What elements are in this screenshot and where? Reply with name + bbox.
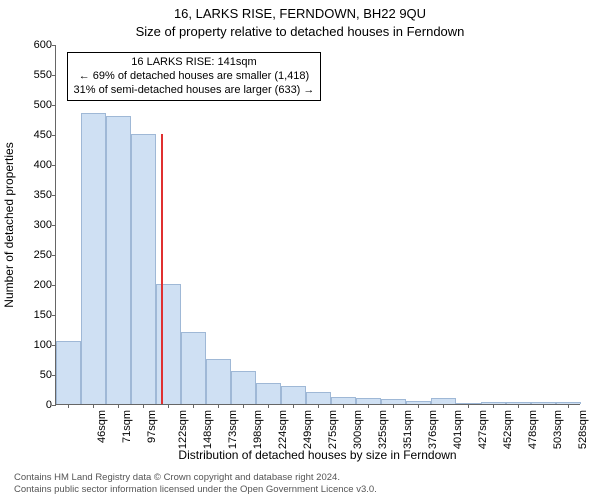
x-tick-label: 97sqm	[146, 410, 158, 443]
x-tick-label: 427sqm	[477, 410, 489, 449]
x-tick-mark	[418, 404, 419, 408]
y-tick-label: 450	[34, 129, 52, 141]
y-tick-mark	[52, 105, 56, 106]
x-tick-label: 401sqm	[452, 410, 464, 449]
histogram-bar	[56, 341, 81, 404]
x-tick-label: 528sqm	[577, 410, 589, 449]
x-tick-label: 173sqm	[227, 410, 239, 449]
y-tick-mark	[52, 405, 56, 406]
x-tick-mark	[118, 404, 119, 408]
footer-line-2: Contains public sector information licen…	[14, 484, 377, 496]
x-tick-label: 224sqm	[277, 410, 289, 449]
x-tick-mark	[568, 404, 569, 408]
x-tick-mark	[468, 404, 469, 408]
x-tick-mark	[218, 404, 219, 408]
address-title: 16, LARKS RISE, FERNDOWN, BH22 9QU	[0, 6, 600, 21]
histogram-bar	[131, 134, 156, 404]
histogram-bar	[206, 359, 231, 404]
x-axis-label: Distribution of detached houses by size …	[55, 448, 580, 462]
y-axis-label: Number of detached properties	[2, 45, 18, 405]
y-tick-mark	[52, 45, 56, 46]
property-marker-line	[161, 134, 163, 404]
histogram-bar	[181, 332, 206, 404]
x-tick-mark	[343, 404, 344, 408]
annotation-line-3: 31% of semi-detached houses are larger (…	[74, 84, 315, 98]
x-tick-mark	[68, 404, 69, 408]
y-tick-mark	[52, 315, 56, 316]
y-tick-mark	[52, 165, 56, 166]
histogram-bar	[156, 284, 181, 404]
y-tick-label: 400	[34, 159, 52, 171]
y-tick-label: 0	[46, 399, 52, 411]
x-tick-label: 376sqm	[427, 410, 439, 449]
chart-subtitle: Size of property relative to detached ho…	[0, 24, 600, 39]
histogram-bar	[306, 392, 331, 404]
x-tick-mark	[368, 404, 369, 408]
y-tick-mark	[52, 255, 56, 256]
histogram-bar	[231, 371, 256, 404]
x-tick-label: 478sqm	[527, 410, 539, 449]
footer-attribution: Contains HM Land Registry data © Crown c…	[14, 472, 377, 496]
x-tick-mark	[268, 404, 269, 408]
x-tick-mark	[393, 404, 394, 408]
annotation-box: 16 LARKS RISE: 141sqm ← 69% of detached …	[67, 52, 322, 101]
y-tick-label: 550	[34, 69, 52, 81]
y-tick-mark	[52, 225, 56, 226]
y-tick-label: 300	[34, 219, 52, 231]
histogram-bar	[331, 397, 356, 404]
chart-container: 16, LARKS RISE, FERNDOWN, BH22 9QU Size …	[0, 0, 600, 500]
y-tick-label: 150	[34, 309, 52, 321]
x-tick-label: 503sqm	[552, 410, 564, 449]
x-tick-label: 198sqm	[252, 410, 264, 449]
x-tick-label: 325sqm	[377, 410, 389, 449]
annotation-line-1: 16 LARKS RISE: 141sqm	[74, 56, 315, 70]
footer-line-1: Contains HM Land Registry data © Crown c…	[14, 472, 377, 484]
histogram-bar	[256, 383, 281, 404]
y-tick-label: 250	[34, 249, 52, 261]
plot-area: 16 LARKS RISE: 141sqm ← 69% of detached …	[55, 45, 580, 405]
x-tick-mark	[318, 404, 319, 408]
x-tick-label: 148sqm	[202, 410, 214, 449]
x-tick-mark	[293, 404, 294, 408]
x-tick-mark	[193, 404, 194, 408]
x-tick-mark	[243, 404, 244, 408]
x-tick-label: 249sqm	[302, 410, 314, 449]
y-tick-mark	[52, 135, 56, 136]
x-tick-label: 351sqm	[402, 410, 414, 449]
y-tick-mark	[52, 285, 56, 286]
x-tick-label: 46sqm	[96, 410, 108, 443]
y-tick-label: 50	[40, 369, 52, 381]
x-tick-mark	[168, 404, 169, 408]
histogram-bar	[106, 116, 131, 404]
x-tick-mark	[518, 404, 519, 408]
x-tick-mark	[543, 404, 544, 408]
x-tick-mark	[143, 404, 144, 408]
y-tick-label: 100	[34, 339, 52, 351]
y-tick-label: 600	[34, 39, 52, 51]
y-tick-mark	[52, 195, 56, 196]
x-tick-mark	[493, 404, 494, 408]
x-tick-label: 122sqm	[177, 410, 189, 449]
x-tick-label: 275sqm	[327, 410, 339, 449]
x-tick-label: 300sqm	[352, 410, 364, 449]
x-tick-mark	[93, 404, 94, 408]
histogram-bar	[81, 113, 106, 404]
x-tick-label: 452sqm	[502, 410, 514, 449]
x-tick-mark	[443, 404, 444, 408]
y-tick-label: 500	[34, 99, 52, 111]
annotation-line-2: ← 69% of detached houses are smaller (1,…	[74, 70, 315, 84]
histogram-bar	[281, 386, 306, 404]
y-tick-label: 200	[34, 279, 52, 291]
x-tick-label: 71sqm	[121, 410, 133, 443]
y-tick-label: 350	[34, 189, 52, 201]
y-tick-mark	[52, 75, 56, 76]
